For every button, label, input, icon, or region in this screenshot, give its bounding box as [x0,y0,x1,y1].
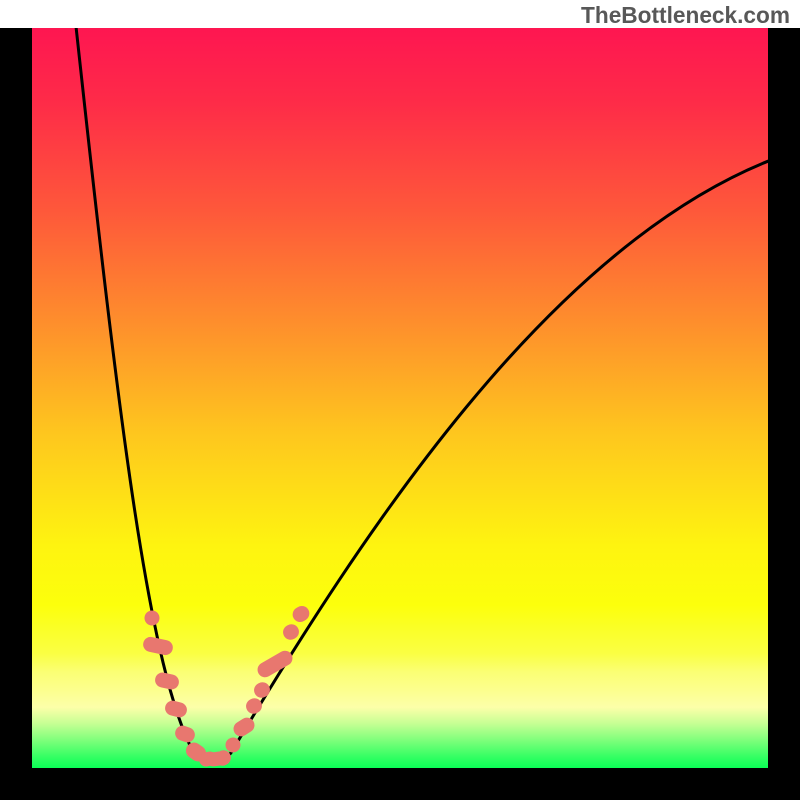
frame-left [0,28,32,800]
chart-canvas: TheBottleneck.com [0,0,800,800]
bottleneck-curve [76,28,768,763]
watermark-text: TheBottleneck.com [581,2,790,29]
frame-right [768,28,800,800]
plot-area [32,28,768,768]
frame-bottom [0,768,800,800]
curve-layer [32,28,768,768]
